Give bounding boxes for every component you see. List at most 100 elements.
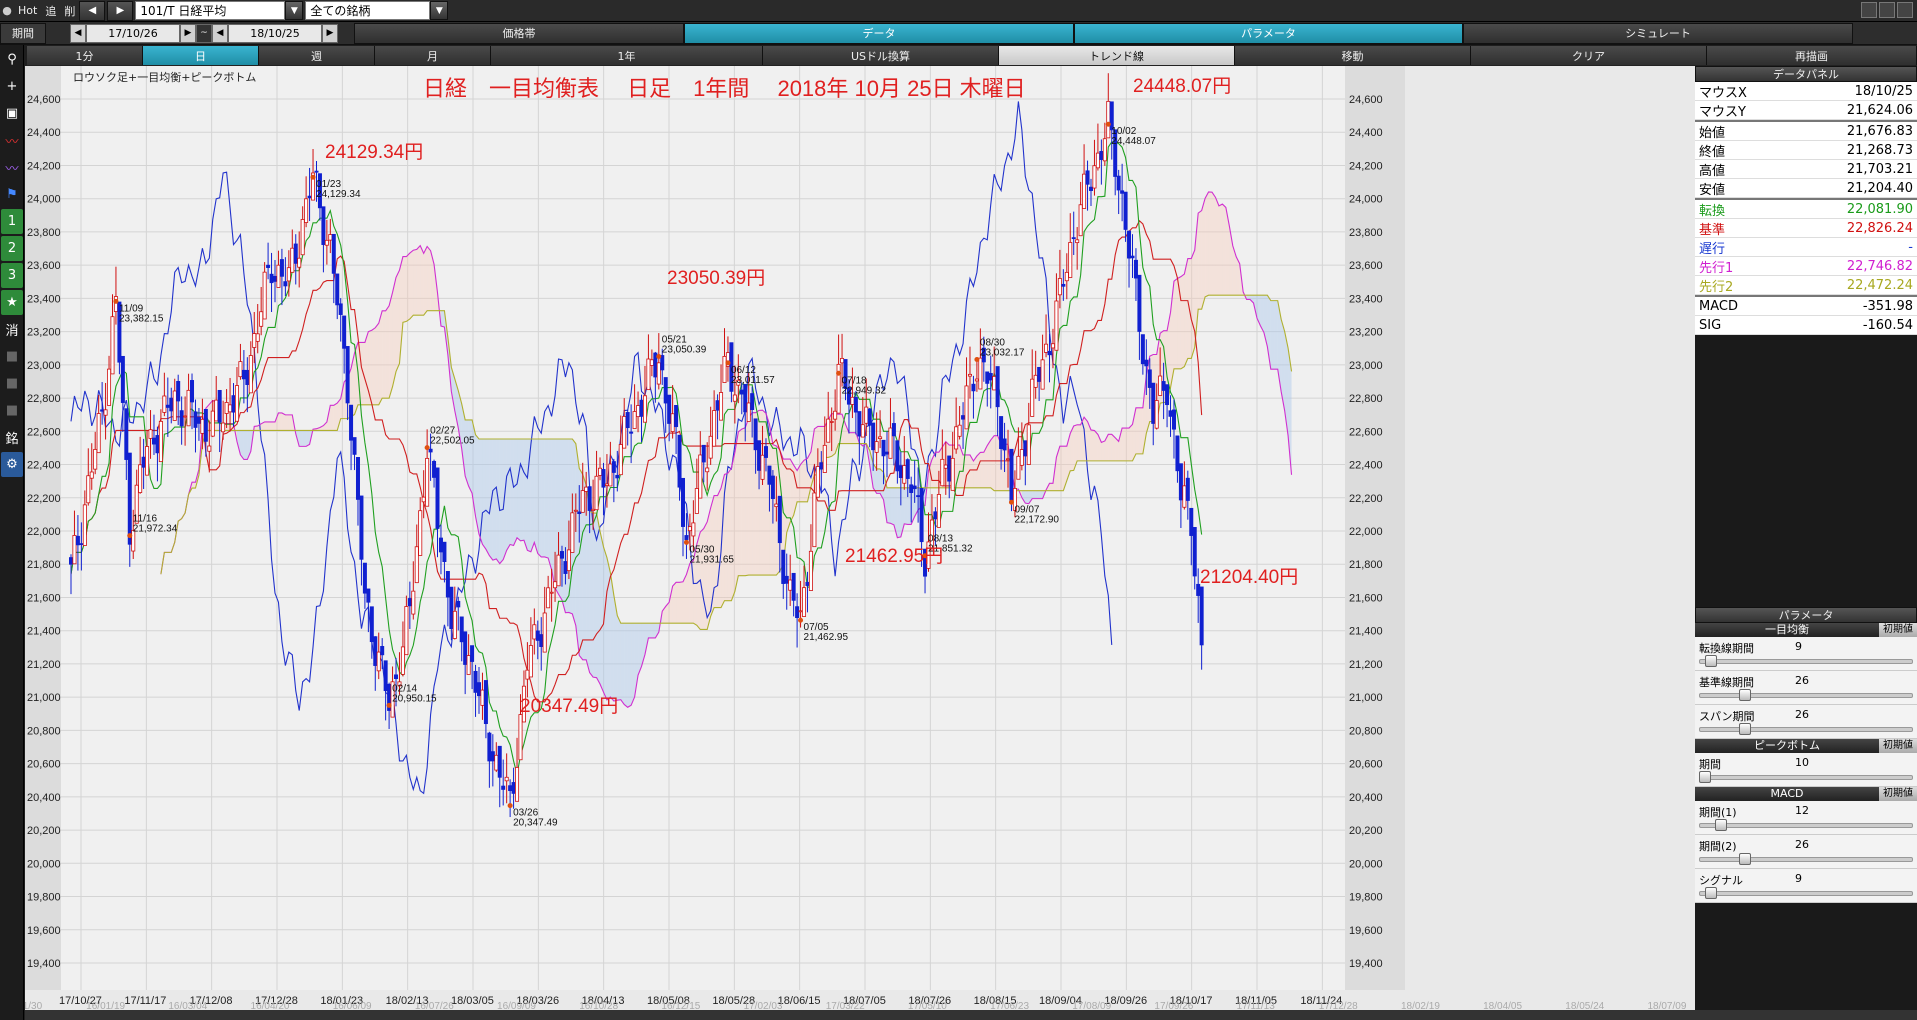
param-slider-knob[interactable] [1715, 819, 1727, 831]
tab-usd-convert[interactable]: USドル換算 [763, 46, 999, 65]
param-slider-track[interactable] [1699, 659, 1913, 664]
reset-defaults-button[interactable]: 初期値 [1879, 787, 1917, 801]
timeline-label: 18/05/24 [1565, 1001, 1604, 1010]
delete-button[interactable]: 削 [64, 4, 76, 18]
crosshair-icon[interactable]: + [6, 79, 18, 94]
param-slider-knob[interactable] [1739, 853, 1751, 865]
add-button[interactable]: 追 [45, 4, 57, 18]
param-value[interactable]: 9 [1795, 640, 1802, 653]
candle-body [165, 404, 170, 408]
start-date-field[interactable]: 17/10/26 [86, 23, 180, 43]
bulb-icon[interactable]: ● [2, 4, 12, 17]
param-slider-knob[interactable] [1739, 689, 1751, 701]
hot-button[interactable]: Hot [18, 4, 38, 17]
minimize-icon[interactable] [1861, 2, 1877, 18]
maximize-icon[interactable] [1879, 2, 1895, 18]
left-toolbar: ⚲ + ▣ 〰 〰 ⚑ 1 2 3 ★ 消 ■ ■ ■ 銘 ⚙ [0, 45, 24, 1020]
tab-price-band[interactable]: 価格帯 [354, 22, 684, 44]
tab-trendline[interactable]: トレンド線 [999, 46, 1235, 65]
candle-body [151, 437, 156, 445]
start-prev-icon[interactable]: ◀ [70, 23, 86, 43]
reset-defaults-button[interactable]: 初期値 [1879, 623, 1917, 637]
ichimoku-cloud [1004, 444, 1009, 491]
candle-body [345, 346, 350, 404]
chart-area[interactable]: 24,600 24,600 24,400 24,400 24,200 24,200 24,0… [25, 66, 1695, 1020]
symbol-dropdown-icon[interactable]: ▼ [285, 1, 304, 20]
param-slider-track[interactable] [1699, 823, 1913, 828]
preset-3-button[interactable]: 3 [1, 263, 23, 288]
param-slider-knob[interactable] [1739, 723, 1751, 735]
param-value[interactable]: 12 [1795, 804, 1809, 817]
y-tick-label-right: 20,400 [1349, 792, 1383, 804]
param-slider-knob[interactable] [1705, 655, 1717, 667]
ichimoku-cloud [890, 487, 894, 525]
tab-data[interactable]: データ [684, 22, 1074, 44]
param-group-title: 一目均衡 [1695, 623, 1879, 637]
param-value[interactable]: 26 [1795, 838, 1809, 851]
preset-1-button[interactable]: 1 [1, 209, 23, 234]
star-icon[interactable]: ★ [1, 290, 23, 315]
param-group-header: 一目均衡 初期値 [1695, 623, 1917, 637]
tab-daily[interactable]: 日 [143, 46, 259, 65]
chart-line-icon[interactable]: 〰 [5, 135, 19, 150]
param-value[interactable]: 26 [1795, 674, 1809, 687]
param-value[interactable]: 10 [1795, 756, 1809, 769]
peak-marker [424, 445, 430, 451]
timeline-scrollbar[interactable] [25, 1010, 1917, 1020]
tab-redraw[interactable]: 再描画 [1707, 46, 1917, 65]
param-label: 転換線期間 [1699, 642, 1754, 655]
peak-value-label: 22,502.05 [430, 436, 475, 447]
end-date-field[interactable]: 18/10/25 [228, 23, 322, 43]
end-next-icon[interactable]: ▶ [322, 23, 338, 43]
reset-defaults-button[interactable]: 初期値 [1879, 739, 1917, 753]
ichimoku-cloud [499, 439, 504, 564]
end-prev-icon[interactable]: ◀ [212, 23, 228, 43]
ichimoku-cloud [437, 292, 441, 327]
erase-button[interactable]: 消 [5, 324, 19, 339]
peak-value-label: 24,448.07 [1111, 136, 1156, 147]
param-slider-track[interactable] [1699, 727, 1913, 732]
ichimoku-cloud [1049, 483, 1053, 491]
tab-1year[interactable]: 1年 [491, 46, 763, 65]
gear-icon[interactable]: ⚙ [1, 452, 23, 477]
candle-body [566, 549, 571, 572]
flag-icon[interactable]: ⚑ [6, 187, 18, 202]
chart-trend-icon[interactable]: 〰 [5, 162, 19, 177]
param-slider-track[interactable] [1699, 693, 1913, 698]
tab-1min[interactable]: 1分 [27, 46, 143, 65]
tab-simulate[interactable]: シミュレート [1463, 22, 1853, 44]
universe-select[interactable]: 全ての銘柄 [305, 1, 431, 20]
tab-weekly[interactable]: 週 [259, 46, 375, 65]
candle-body [324, 239, 329, 246]
data-panel-value: 18/10/25 [1854, 83, 1913, 99]
symbol-select[interactable]: 101/T 日経平均 [135, 1, 286, 20]
tab-parameter[interactable]: パラメータ [1074, 22, 1463, 44]
param-value[interactable]: 9 [1795, 872, 1802, 885]
param-slider-knob[interactable] [1705, 887, 1717, 899]
camera-icon[interactable]: ▣ [5, 106, 19, 121]
preset-2-button[interactable]: 2 [1, 236, 23, 261]
ichimoku-cloud [911, 487, 915, 525]
ichimoku-cloud [1077, 424, 1081, 461]
tab-move[interactable]: 移動 [1235, 46, 1471, 65]
symbol-button[interactable]: 銘 [5, 432, 19, 447]
ichimoku-cloud [378, 310, 383, 405]
timeline-label: 16/09/09 [497, 1001, 536, 1010]
zoom-icon[interactable]: ⚲ [7, 52, 17, 67]
candle-body [1061, 283, 1066, 287]
param-value[interactable]: 26 [1795, 708, 1809, 721]
close-icon[interactable] [1897, 2, 1913, 18]
ichimoku-chart[interactable]: 24,600 24,600 24,400 24,400 24,200 24,200 24,0… [25, 66, 1695, 1010]
universe-dropdown-icon[interactable]: ▼ [430, 1, 449, 20]
param-slider-track[interactable] [1699, 891, 1913, 896]
param-slider-track[interactable] [1699, 857, 1913, 862]
tab-clear[interactable]: クリア [1471, 46, 1707, 65]
ichimoku-cloud [510, 439, 514, 546]
tab-monthly[interactable]: 月 [375, 46, 491, 65]
start-next-icon[interactable]: ▶ [180, 23, 196, 43]
param-slider-track[interactable] [1699, 775, 1913, 780]
param-slider-knob[interactable] [1699, 771, 1711, 783]
ichimoku-cloud [1118, 428, 1123, 461]
prev-symbol-button[interactable]: ◀ [79, 0, 106, 21]
next-symbol-button[interactable]: ▶ [107, 0, 134, 21]
